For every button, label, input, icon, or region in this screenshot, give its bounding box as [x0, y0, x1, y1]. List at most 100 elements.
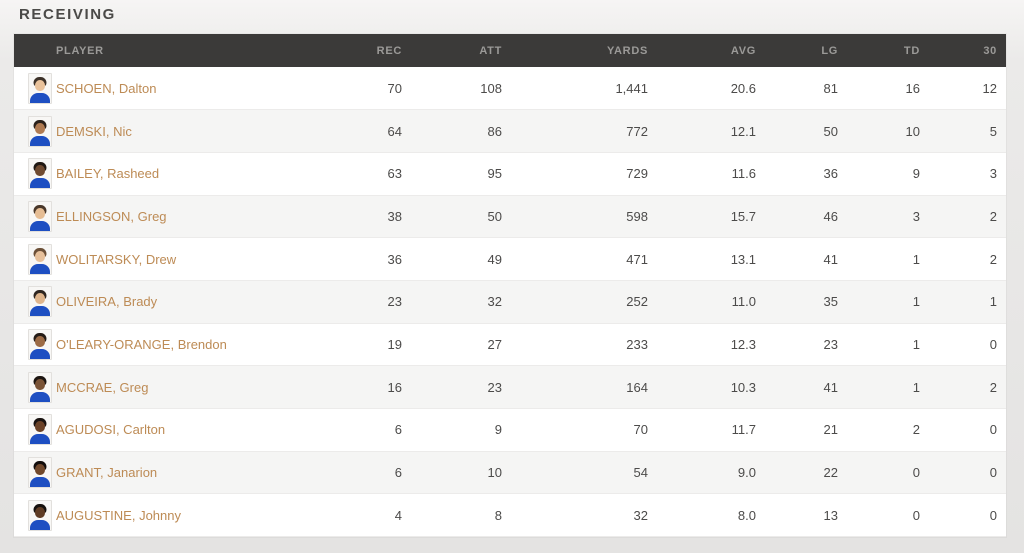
stat-yards: 70: [633, 422, 648, 438]
player-name-link[interactable]: MCCRAE, Greg: [56, 379, 149, 395]
avatar-face: [35, 464, 45, 476]
page-title: RECEIVING: [19, 6, 116, 23]
stat-rec: 38: [387, 208, 402, 224]
player-row: WOLITARSKY, Drew 36 49 471 13.1 41 1 2: [14, 237, 1006, 281]
stat-lg: 35: [823, 294, 838, 310]
stat-lg: 36: [823, 166, 838, 182]
player-name-link[interactable]: DEMSKI, Nic: [56, 123, 132, 139]
player-name-link[interactable]: SCHOEN, Dalton: [56, 80, 157, 96]
stat-rec: 16: [387, 379, 402, 395]
stat-thirty: 2: [989, 208, 997, 224]
player-name-link[interactable]: ELLINGSON, Greg: [56, 208, 167, 224]
avatar-jersey: [30, 135, 50, 146]
player-headshot[interactable]: [28, 414, 52, 446]
player-headshot[interactable]: [28, 243, 52, 275]
stat-td: 2: [912, 422, 920, 438]
player-headshot[interactable]: [28, 371, 52, 403]
player-row: BAILEY, Rasheed 63 95 729 11.6 36 9 3: [14, 152, 1006, 196]
player-photo-cell: [14, 280, 56, 323]
stat-thirty: 0: [989, 336, 997, 352]
player-headshot[interactable]: [28, 499, 52, 531]
table-body: SCHOEN, Dalton 70 108 1,441 20.6 81 16 12 DEMSKI…: [14, 67, 1006, 537]
avatar-jersey: [30, 92, 50, 103]
stat-lg: 41: [823, 251, 838, 267]
avatar-face: [35, 378, 45, 390]
player-photo-cell: [14, 451, 56, 494]
col-header-thirty: 30: [983, 44, 997, 57]
avatar-jersey: [30, 348, 50, 359]
stat-avg: 9.0: [737, 465, 756, 481]
player-name-cell: OLIVEIRA, Brady: [56, 280, 302, 323]
stat-avg: 13.1: [730, 251, 756, 267]
stat-yards: 32: [633, 507, 648, 523]
player-row: DEMSKI, Nic 64 86 772 12.1 50 10 5: [14, 109, 1006, 153]
stat-thirty: 12: [982, 80, 997, 96]
player-headshot[interactable]: [28, 457, 52, 489]
stat-avg: 11.7: [731, 422, 756, 438]
stat-yards: 1,441: [615, 80, 648, 96]
player-photo-cell: [14, 195, 56, 238]
stat-td: 16: [905, 80, 920, 96]
stat-yards: 471: [626, 251, 648, 267]
player-name-link[interactable]: AUGUSTINE, Johnny: [56, 507, 181, 523]
receiving-stats-page: RECEIVING PLAYER REC ATT YARDS AVG LG TD 30 SCH…: [0, 0, 1024, 538]
player-name-link[interactable]: OLIVEIRA, Brady: [56, 294, 158, 310]
player-name-cell: SCHOEN, Dalton: [56, 67, 302, 110]
stats-table: PLAYER REC ATT YARDS AVG LG TD 30 SCHOEN, Dalto…: [14, 34, 1006, 537]
player-headshot[interactable]: [28, 72, 52, 104]
player-name-link[interactable]: O'LEARY-ORANGE, Brendon: [56, 336, 227, 352]
stat-att: 9: [494, 422, 502, 438]
table-header: PLAYER REC ATT YARDS AVG LG TD 30: [14, 34, 1006, 67]
avatar-face: [35, 421, 45, 433]
player-name-link[interactable]: AGUDOSI, Carlton: [56, 422, 166, 438]
player-photo-cell: [14, 152, 56, 195]
player-headshot[interactable]: [28, 158, 52, 190]
stat-td: 1: [912, 251, 920, 267]
stat-td: 1: [912, 336, 920, 352]
stat-rec: 19: [387, 336, 402, 352]
player-name-link[interactable]: BAILEY, Rasheed: [56, 166, 160, 182]
stat-thirty: 5: [989, 123, 997, 139]
stat-rec: 70: [387, 80, 402, 96]
player-photo-cell: [14, 110, 56, 153]
stat-att: 86: [487, 123, 502, 139]
player-headshot[interactable]: [28, 115, 52, 147]
stat-lg: 23: [823, 336, 838, 352]
stat-lg: 41: [823, 379, 838, 395]
player-name-cell: O'LEARY-ORANGE, Brendon: [56, 323, 302, 366]
avatar-jersey: [30, 434, 50, 445]
stat-rec: 6: [394, 422, 402, 438]
stat-td: 1: [912, 379, 920, 395]
col-header-td: TD: [903, 44, 920, 57]
player-headshot[interactable]: [28, 286, 52, 318]
player-name-link[interactable]: GRANT, Janarion: [56, 465, 158, 481]
player-name-cell: BAILEY, Rasheed: [56, 152, 302, 195]
stat-td: 1: [912, 294, 920, 310]
stat-td: 0: [912, 465, 920, 481]
stat-avg: 8.0: [737, 507, 756, 523]
stat-td: 0: [912, 507, 920, 523]
stat-att: 49: [487, 251, 502, 267]
avatar-face: [35, 122, 45, 134]
player-headshot[interactable]: [28, 200, 52, 232]
stat-thirty: 2: [989, 379, 997, 395]
stat-avg: 12.3: [730, 336, 756, 352]
stat-avg: 11.6: [731, 166, 756, 182]
player-row: O'LEARY-ORANGE, Brendon 19 27 233 12.3 23 1 0: [14, 323, 1006, 366]
player-photo-cell: [14, 409, 56, 452]
player-row: AUGUSTINE, Johnny 4 8 32 8.0 13 0 0: [14, 493, 1006, 537]
player-photo-cell: [14, 323, 56, 366]
player-headshot[interactable]: [28, 328, 52, 360]
avatar-jersey: [30, 263, 50, 274]
stat-att: 50: [487, 208, 502, 224]
stat-att: 23: [487, 379, 502, 395]
stat-att: 108: [480, 80, 502, 96]
stat-lg: 13: [823, 507, 838, 523]
stat-avg: 12.1: [730, 123, 756, 139]
col-header-att: ATT: [479, 44, 502, 57]
avatar-jersey: [30, 519, 50, 530]
player-name-link[interactable]: WOLITARSKY, Drew: [56, 251, 177, 267]
stat-rec: 63: [387, 166, 402, 182]
player-name-cell: MCCRAE, Greg: [56, 366, 302, 409]
stat-rec: 36: [387, 251, 402, 267]
